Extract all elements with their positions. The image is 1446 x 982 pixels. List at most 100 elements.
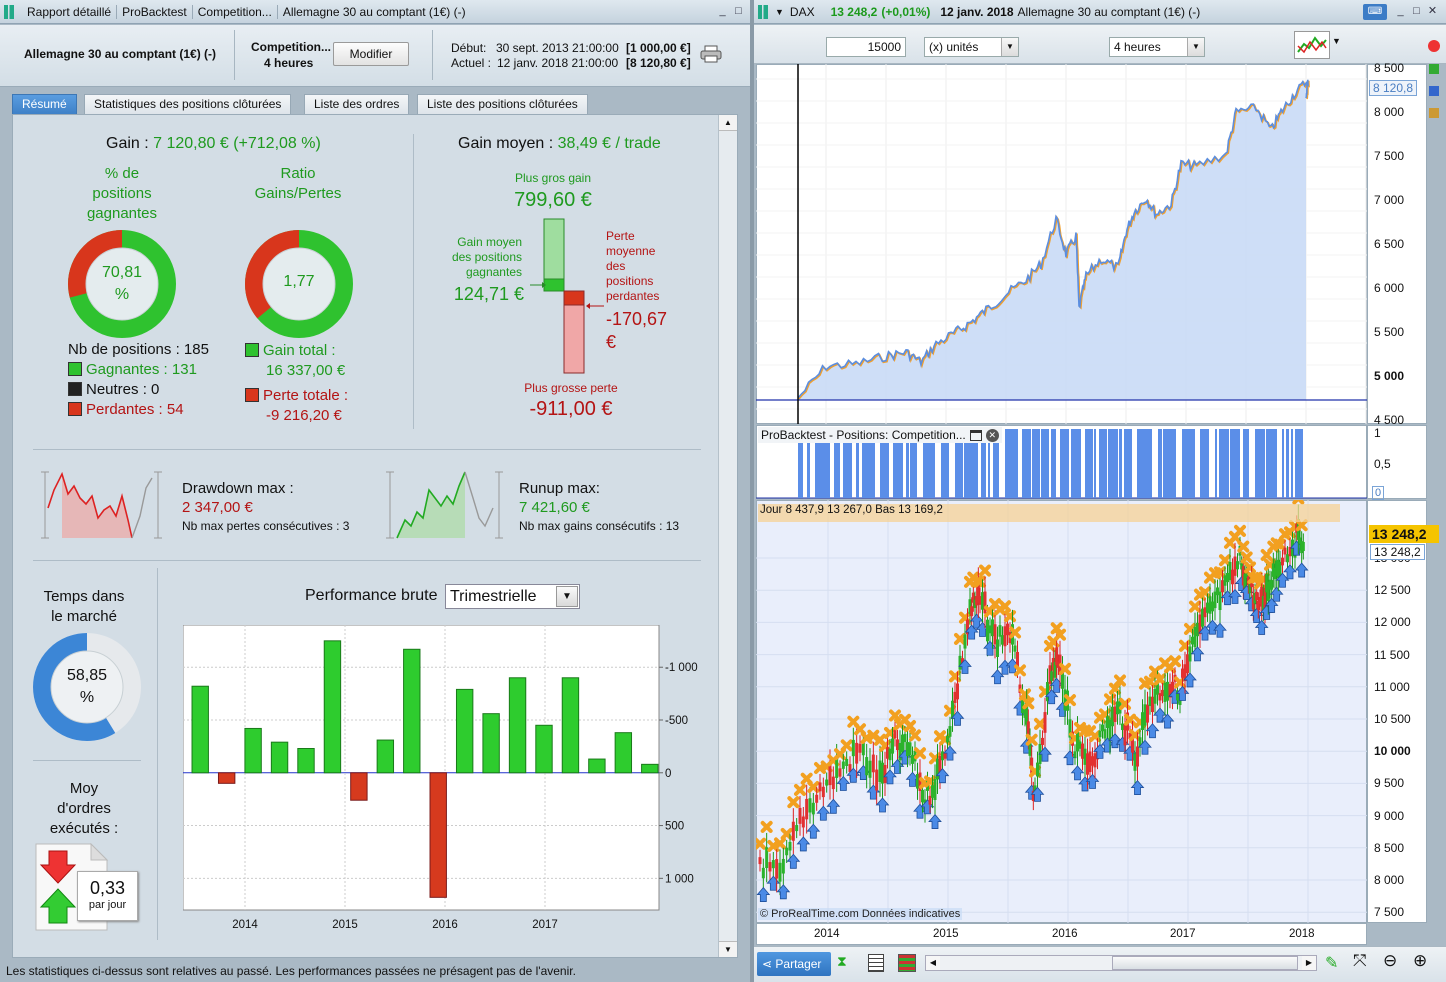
- share-button[interactable]: ⋖ Partager: [757, 952, 831, 976]
- candle: [916, 774, 919, 789]
- scroll-right-icon[interactable]: ▶: [1302, 956, 1316, 970]
- candle: [971, 592, 975, 603]
- timeframe-select[interactable]: 4 heures ▼: [1109, 37, 1205, 57]
- sell-marker-icon: [914, 747, 926, 760]
- chart-type-icon[interactable]: [1294, 31, 1330, 59]
- title-seg-1[interactable]: Rapport détaillé: [22, 4, 118, 19]
- right-maximize-icon[interactable]: □: [1413, 5, 1420, 17]
- tab-resume[interactable]: Résumé: [12, 94, 77, 115]
- keyboard-icon[interactable]: ⌨: [1363, 4, 1387, 20]
- side-tools[interactable]: [1425, 36, 1443, 126]
- buy-marker-icon: [1213, 622, 1227, 638]
- chart-type-chevron-icon[interactable]: ▼: [1332, 36, 1341, 46]
- avg-loss-label-3: des: [606, 259, 626, 273]
- maximize-icon[interactable]: □: [735, 5, 742, 17]
- scroll-down-icon[interactable]: ▼: [719, 941, 737, 957]
- position-stripe: [1099, 429, 1107, 498]
- position-stripe: [1060, 429, 1069, 498]
- panel-close-icon[interactable]: ✕: [985, 428, 999, 442]
- candle: [1275, 560, 1279, 576]
- candle: [1101, 724, 1104, 732]
- candle: [771, 860, 775, 869]
- timeframe-chevron-icon[interactable]: ▼: [1187, 38, 1204, 56]
- dropdown-icon[interactable]: ▼: [775, 6, 784, 17]
- summary-scrollbar[interactable]: ▲ ▼: [718, 115, 737, 957]
- candle: [1128, 732, 1132, 740]
- minimize-icon[interactable]: _: [719, 5, 726, 17]
- right-titlebar: ▼ DAX 13 248,2 (+0,01%) 12 janv. 2018 Al…: [754, 0, 1446, 24]
- pct-win-label-1: % de: [104, 165, 140, 182]
- candle: [1133, 753, 1137, 771]
- tab-closed-positions[interactable]: Liste des positions clôturées: [417, 94, 588, 114]
- chart-symbol: DAX: [789, 4, 815, 19]
- units-chevron-icon[interactable]: ▼: [1001, 38, 1018, 56]
- title-seg-4[interactable]: Allemagne 30 au comptant (1€) (-): [282, 4, 466, 19]
- right-close-icon[interactable]: ✕: [1427, 5, 1438, 17]
- axis-label: 12 000: [1374, 615, 1411, 630]
- win-pct-sign: %: [114, 286, 130, 303]
- indicator-icon[interactable]: ⧗: [837, 953, 847, 969]
- print-icon[interactable]: [700, 45, 722, 63]
- candle: [1111, 706, 1114, 727]
- position-stripe: [941, 429, 949, 498]
- buy-marker-icon: [1275, 572, 1290, 588]
- scroll-left-icon[interactable]: ◀: [926, 956, 940, 970]
- scroll-up-icon[interactable]: ▲: [719, 115, 737, 131]
- sell-marker-icon: [760, 820, 773, 833]
- list-icon[interactable]: [868, 954, 884, 972]
- candle: [1241, 566, 1245, 586]
- sell-marker-icon: [1114, 674, 1126, 687]
- units-select[interactable]: (x) unités ▼: [924, 37, 1019, 57]
- candle: [1013, 645, 1017, 652]
- modify-button[interactable]: Modifier: [333, 42, 409, 66]
- title-seg-2[interactable]: ProBacktest: [117, 4, 193, 19]
- candle: [946, 736, 949, 743]
- candle: [901, 734, 904, 753]
- sell-marker-icon: [1234, 524, 1246, 537]
- candle: [963, 634, 967, 649]
- candle: [921, 789, 924, 803]
- sell-marker-icon: [1295, 519, 1308, 532]
- buy-marker-icon: [796, 836, 811, 852]
- sell-marker-icon: [1054, 628, 1066, 641]
- position-stripe: [843, 429, 852, 498]
- position-stripe: [1163, 429, 1176, 498]
- win-donut: [68, 230, 176, 338]
- axis-label: 10 500: [1374, 712, 1411, 726]
- candle: [1168, 684, 1172, 698]
- tab-orders[interactable]: Liste des ordres: [304, 94, 410, 114]
- buy-marker-icon: [1254, 619, 1269, 635]
- tab-stats[interactable]: Statistiques des positions clôturées: [84, 94, 292, 114]
- zoom-out-icon[interactable]: ⊖: [1383, 951, 1398, 970]
- scroll-thumb[interactable]: [1112, 956, 1298, 970]
- price-chart: [756, 500, 1367, 923]
- timeframe-value: 4 heures: [1114, 40, 1161, 54]
- gain-moyen-value: 38,49 € / trade: [557, 135, 661, 152]
- candle: [1186, 654, 1189, 674]
- candle: [1118, 698, 1122, 714]
- draw-tool-icon[interactable]: ✎: [1325, 955, 1339, 972]
- zoom-fit-icon[interactable]: ⤧: [1353, 951, 1367, 970]
- right-minimize-icon[interactable]: _: [1397, 5, 1404, 17]
- buy-marker-icon: [1030, 786, 1045, 802]
- candle: [1033, 785, 1037, 794]
- candle: [768, 862, 772, 872]
- perf-select[interactable]: Trimestrielle ▼: [445, 584, 580, 609]
- title-seg-3[interactable]: Competition...: [193, 4, 278, 19]
- zoom-in-icon[interactable]: ⊕: [1413, 951, 1428, 970]
- layers-icon[interactable]: [898, 954, 916, 972]
- position-stripe: [1255, 429, 1265, 498]
- time-scrollbar[interactable]: ◀ ▶: [925, 955, 1317, 971]
- units-input[interactable]: 15000: [826, 37, 906, 57]
- chevron-down-icon[interactable]: ▼: [556, 586, 578, 607]
- ratio-donut-value: 1,77: [283, 273, 315, 290]
- panel-expand-icon[interactable]: [969, 429, 982, 441]
- candle: [1153, 688, 1157, 704]
- chart-change: (+0,01%): [881, 4, 931, 19]
- candle: [765, 847, 769, 868]
- candle: [788, 841, 792, 851]
- runup-sparkline: [386, 471, 503, 539]
- candle: [883, 764, 887, 784]
- buy-marker-icon: [776, 884, 791, 900]
- position-stripe: [964, 429, 978, 498]
